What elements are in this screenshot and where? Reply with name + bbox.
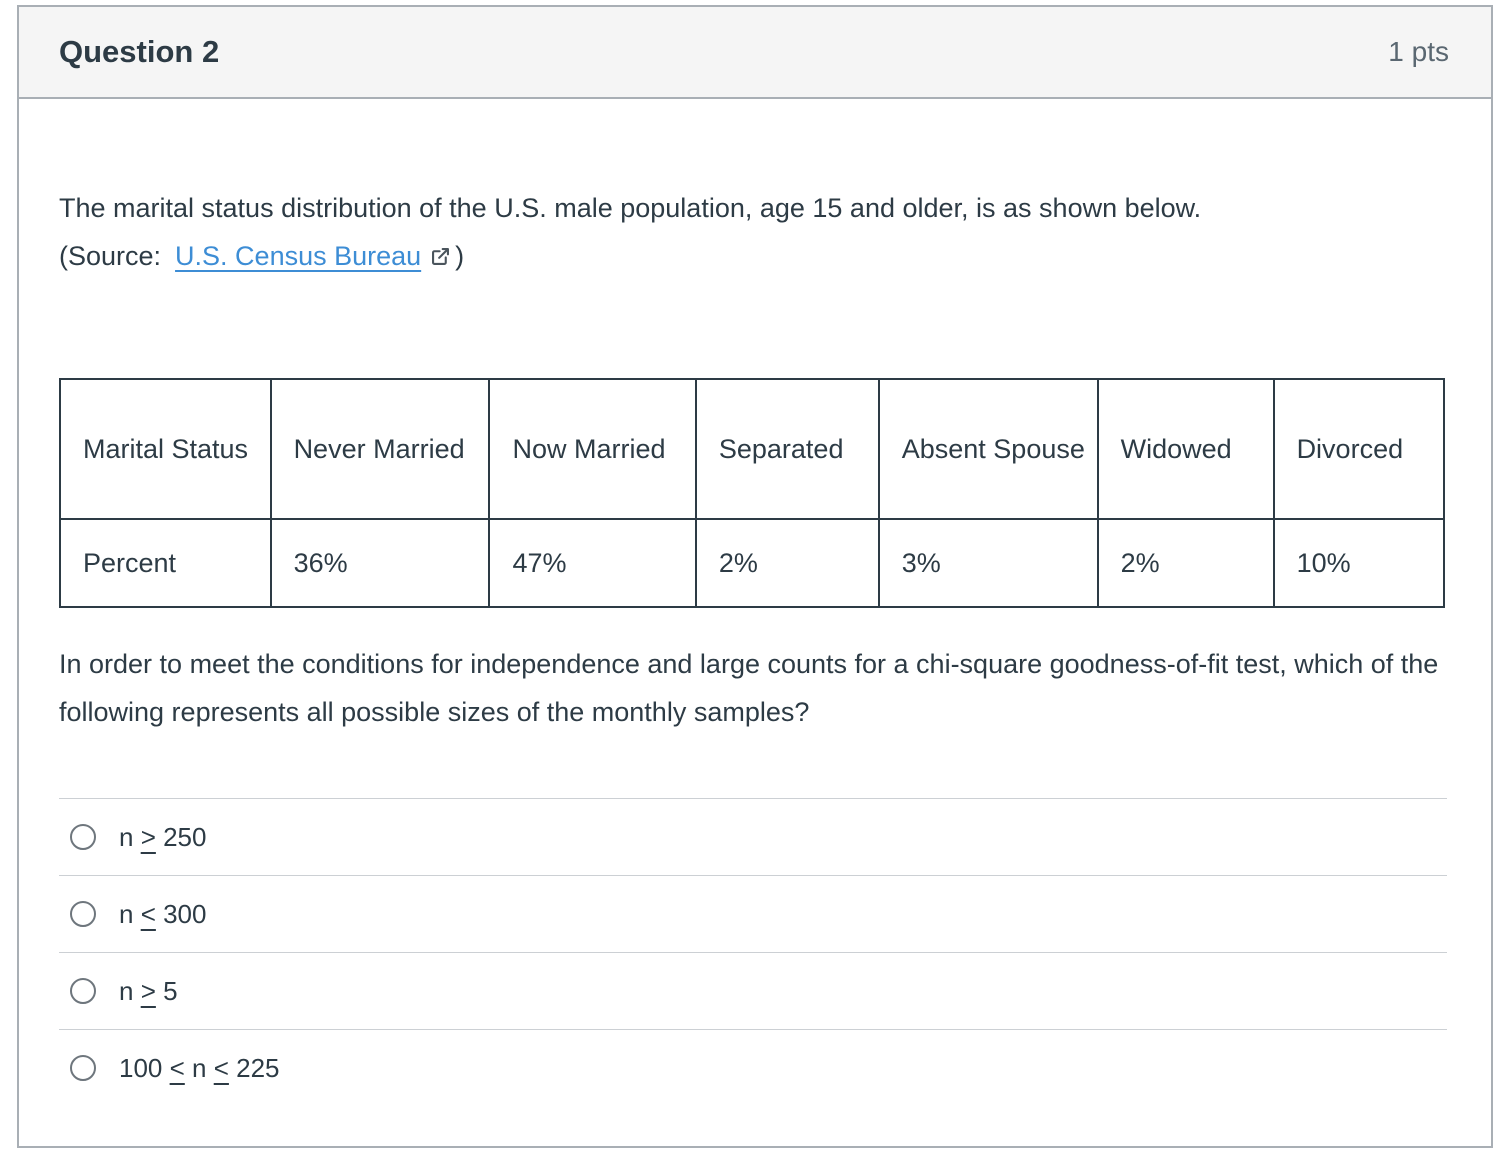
table-header-cell: Absent Spouse <box>877 378 1099 520</box>
answer-option-2[interactable]: n < 300 <box>59 875 1447 952</box>
table-value-cell: Percent <box>59 518 272 608</box>
question-body: The marital status distribution of the U… <box>19 99 1491 1146</box>
table-value-cell: 2% <box>1096 518 1275 608</box>
intro-text: The marital status distribution of the U… <box>59 193 1202 223</box>
table-header-cell: Now Married <box>488 378 697 520</box>
radio-button[interactable] <box>70 901 96 927</box>
source-prefix: (Source: <box>59 241 162 271</box>
table-value-cell: 10% <box>1272 518 1446 608</box>
answer-option-1[interactable]: n > 250 <box>59 798 1447 875</box>
table-header-row: Marital Status Never Married Now Married Se… <box>59 378 1446 520</box>
question-card: Question 2 1 pts The marital status dist… <box>17 5 1493 1148</box>
answer-option-label: n > 250 <box>119 821 207 852</box>
answers: n > 250 n < 300 n > 5 100 < n < 225 <box>59 798 1447 1106</box>
table-header-cell: Marital Status <box>59 378 272 520</box>
radio-button[interactable] <box>70 978 96 1004</box>
table-header-cell: Divorced <box>1272 378 1446 520</box>
table-header-cell: Widowed <box>1096 378 1275 520</box>
answer-option-label: n < 300 <box>119 898 207 929</box>
question-intro: The marital status distribution of the U… <box>59 184 1441 282</box>
radio-button[interactable] <box>70 824 96 850</box>
table-value-cell: 3% <box>877 518 1099 608</box>
question-title: Question 2 <box>59 34 220 69</box>
source-line: (Source: U.S. Census Bureau) <box>59 241 464 271</box>
table-value-row: Percent 36% 47% 2% 3% 2% 10% <box>59 518 1446 608</box>
answer-option-3[interactable]: n > 5 <box>59 952 1447 1029</box>
answer-option-label: 100 < n < 225 <box>119 1052 280 1083</box>
source-suffix: ) <box>455 241 465 271</box>
question-header: Question 2 1 pts <box>19 7 1491 99</box>
table-header-cell: Never Married <box>269 378 491 520</box>
marital-status-table: Marital Status Never Married Now Married Se… <box>59 378 1446 608</box>
table-value-cell: 2% <box>694 518 880 608</box>
answer-option-label: n > 5 <box>119 975 178 1006</box>
table-header-cell: Separated <box>694 378 880 520</box>
census-bureau-link[interactable]: U.S. Census Bureau <box>175 241 422 271</box>
table-value-cell: 36% <box>269 518 491 608</box>
external-link-icon[interactable] <box>430 234 451 282</box>
question-text: In order to meet the conditions for inde… <box>59 649 1439 727</box>
question-points: 1 pts <box>1388 36 1449 67</box>
table-value-cell: 47% <box>488 518 697 608</box>
answer-option-4[interactable]: 100 < n < 225 <box>59 1029 1447 1106</box>
radio-button[interactable] <box>70 1055 96 1081</box>
